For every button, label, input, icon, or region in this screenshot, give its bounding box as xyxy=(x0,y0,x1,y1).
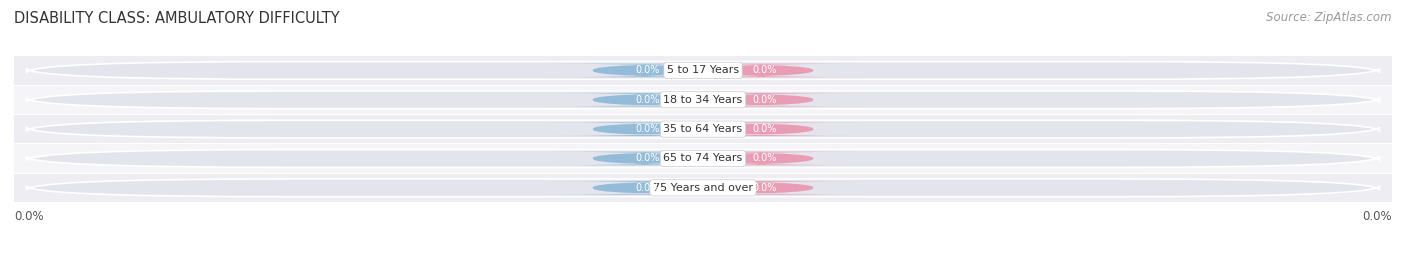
Bar xyxy=(14,174,1392,202)
Text: 18 to 34 Years: 18 to 34 Years xyxy=(664,95,742,105)
Legend: Male, Female: Male, Female xyxy=(638,266,768,269)
Text: 0.0%: 0.0% xyxy=(752,154,778,164)
FancyBboxPatch shape xyxy=(544,181,744,194)
Text: DISABILITY CLASS: AMBULATORY DIFFICULTY: DISABILITY CLASS: AMBULATORY DIFFICULTY xyxy=(14,11,340,26)
Bar xyxy=(14,144,1392,173)
Text: 65 to 74 Years: 65 to 74 Years xyxy=(664,154,742,164)
Text: 0.0%: 0.0% xyxy=(752,65,778,75)
FancyBboxPatch shape xyxy=(27,62,1379,79)
Text: 35 to 64 Years: 35 to 64 Years xyxy=(664,124,742,134)
Text: 0.0%: 0.0% xyxy=(14,210,44,223)
FancyBboxPatch shape xyxy=(27,91,1379,109)
Text: 0.0%: 0.0% xyxy=(636,124,659,134)
FancyBboxPatch shape xyxy=(662,93,862,107)
Text: 0.0%: 0.0% xyxy=(752,124,778,134)
FancyBboxPatch shape xyxy=(27,120,1379,138)
FancyBboxPatch shape xyxy=(544,122,744,136)
FancyBboxPatch shape xyxy=(544,64,744,77)
Bar xyxy=(14,56,1392,85)
Bar xyxy=(14,86,1392,114)
FancyBboxPatch shape xyxy=(662,64,862,77)
Text: 0.0%: 0.0% xyxy=(752,183,778,193)
Text: Source: ZipAtlas.com: Source: ZipAtlas.com xyxy=(1267,11,1392,24)
Text: 0.0%: 0.0% xyxy=(636,65,659,75)
FancyBboxPatch shape xyxy=(27,150,1379,167)
Text: 75 Years and over: 75 Years and over xyxy=(652,183,754,193)
FancyBboxPatch shape xyxy=(27,179,1379,197)
Text: 0.0%: 0.0% xyxy=(636,183,659,193)
FancyBboxPatch shape xyxy=(662,181,862,194)
FancyBboxPatch shape xyxy=(544,93,744,107)
Text: 0.0%: 0.0% xyxy=(1362,210,1392,223)
Text: 5 to 17 Years: 5 to 17 Years xyxy=(666,65,740,75)
FancyBboxPatch shape xyxy=(544,152,744,165)
Text: 0.0%: 0.0% xyxy=(636,154,659,164)
Bar xyxy=(14,115,1392,143)
Text: 0.0%: 0.0% xyxy=(636,95,659,105)
FancyBboxPatch shape xyxy=(662,152,862,165)
FancyBboxPatch shape xyxy=(662,122,862,136)
Text: 0.0%: 0.0% xyxy=(752,95,778,105)
